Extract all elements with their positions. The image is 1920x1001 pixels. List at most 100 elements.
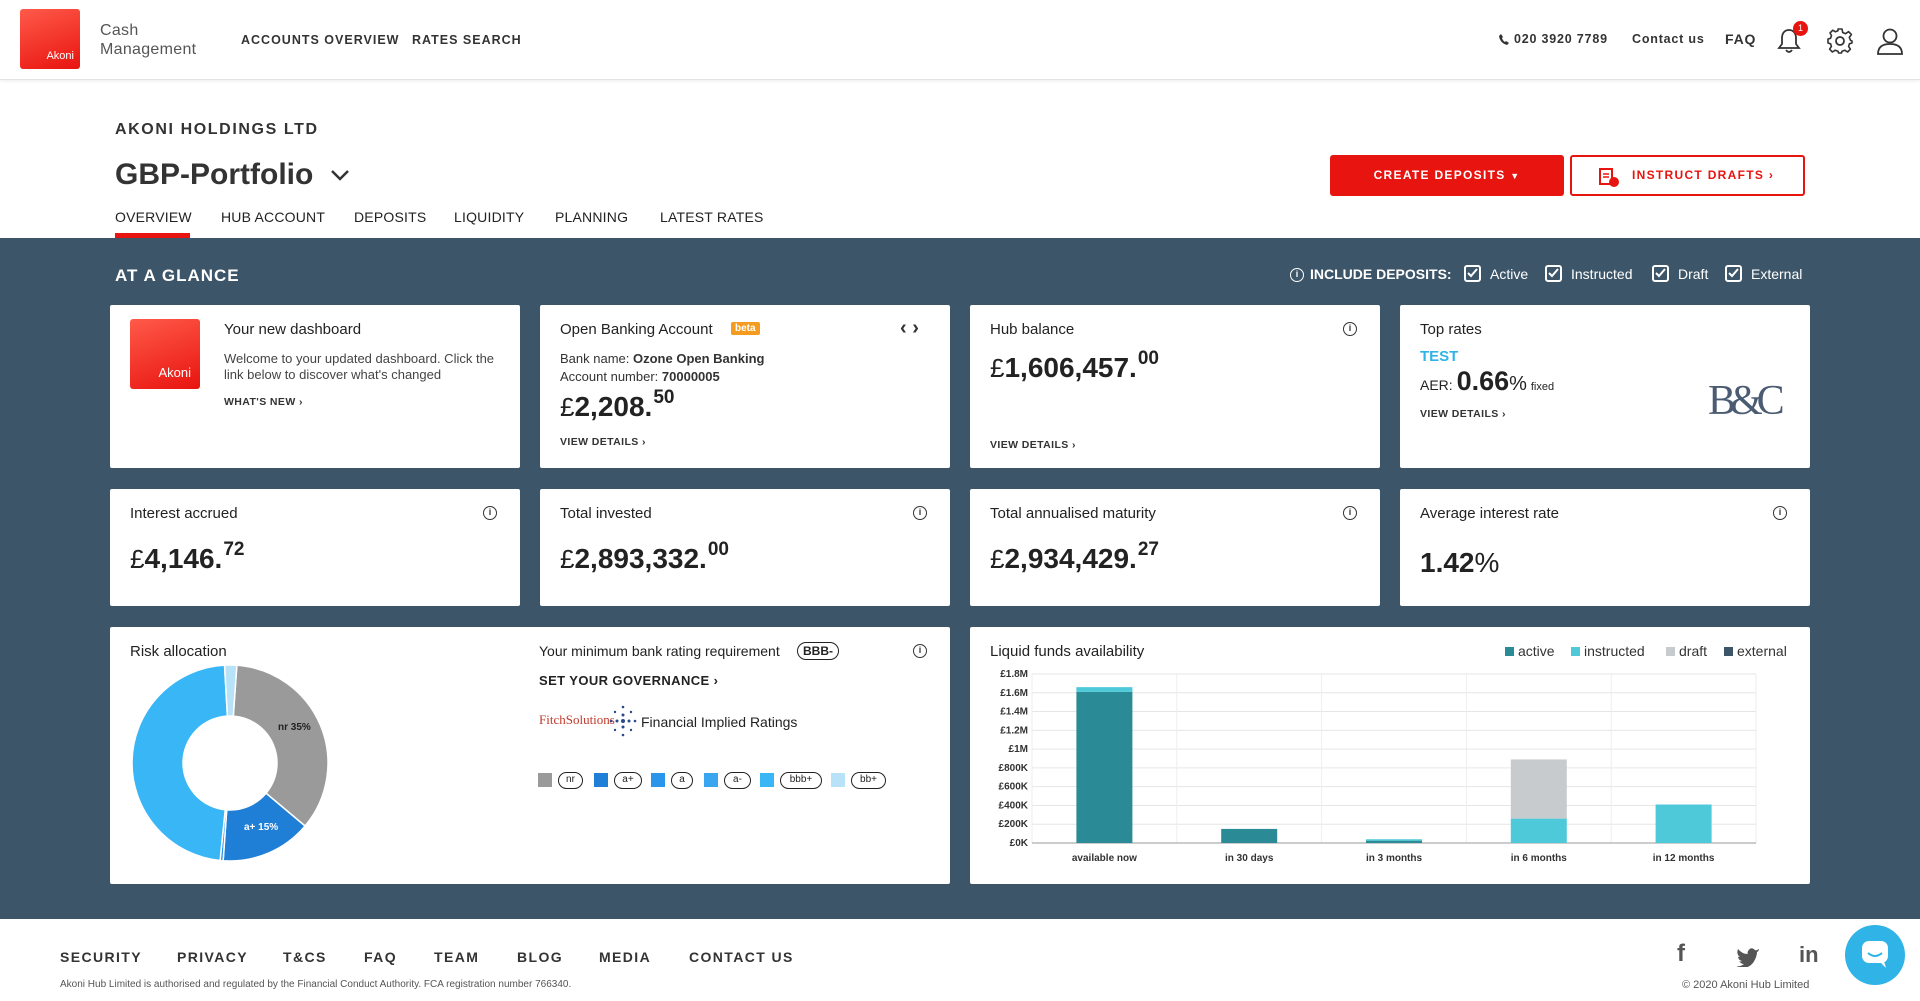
fitch-solutions-logo: FitchSolutions: [539, 712, 615, 727]
akoni-logo[interactable]: Akoni: [20, 9, 80, 69]
card-title: Open Banking Account: [560, 321, 713, 338]
maturity-amount: £2,934,429.27: [990, 539, 1159, 574]
legend-instructed: instructed: [1584, 643, 1645, 659]
drafts-count-badge: 4: [1611, 160, 1617, 169]
y-tick-label: £200K: [999, 819, 1029, 830]
chat-button[interactable]: [1845, 925, 1905, 985]
bank-logo: B&C: [1708, 378, 1785, 424]
footer-faq[interactable]: FAQ: [364, 949, 397, 965]
contact-us-link[interactable]: Contact us: [1632, 32, 1705, 46]
instruct-drafts-label: INSTRUCT DRAFTS: [1632, 168, 1765, 182]
tab-deposits[interactable]: DEPOSITS: [354, 209, 427, 225]
pie-slice-bbb-plus: [131, 664, 229, 862]
card-risk-allocation: Risk allocation nr 35% a+ 15% Your minim…: [110, 627, 950, 884]
pie-label-a-plus: a+ 15%: [244, 822, 279, 833]
min-rating-label: Your minimum bank rating requirement: [539, 643, 780, 659]
filter-draft-label[interactable]: Draft: [1678, 266, 1709, 282]
include-deposits-label: INCLUDE DEPOSITS:: [1310, 266, 1452, 282]
whats-new-link[interactable]: WHAT'S NEW ›: [224, 396, 303, 408]
legend-label-bbb-plus: bbb+: [780, 772, 822, 789]
checkbox-external[interactable]: [1725, 265, 1742, 282]
legend-swatch-bb-plus: [831, 773, 845, 787]
footer-team[interactable]: TEAM: [434, 949, 480, 965]
info-icon[interactable]: i: [1290, 268, 1304, 282]
aer-row: AER: 0.66% fixed: [1420, 366, 1555, 396]
footer-contact-us[interactable]: CONTACT US: [689, 949, 794, 965]
info-icon[interactable]: i: [1773, 506, 1787, 520]
view-details-link[interactable]: VIEW DETAILS ›: [1420, 408, 1506, 420]
x-tick-label: in 3 months: [1366, 853, 1423, 864]
info-icon[interactable]: i: [1343, 322, 1357, 336]
view-details-link[interactable]: VIEW DETAILS ›: [560, 436, 646, 448]
card-total-invested: Total invested i £2,893,332.00: [540, 489, 950, 606]
card-title: Total annualised maturity: [990, 505, 1156, 522]
info-icon[interactable]: i: [913, 644, 927, 658]
portfolio-title[interactable]: GBP-Portfolio: [115, 158, 314, 191]
tab-latest-rates[interactable]: LATEST RATES: [660, 209, 764, 225]
info-icon[interactable]: i: [913, 506, 927, 520]
y-tick-label: £1.6M: [1000, 688, 1028, 699]
chevron-left-icon[interactable]: ‹: [900, 317, 907, 339]
user-profile-icon[interactable]: [1877, 27, 1903, 55]
legend-swatch-bbb-plus: [760, 773, 774, 787]
bar-active-2: [1366, 840, 1422, 843]
tab-planning[interactable]: PLANNING: [555, 209, 629, 225]
company-name: AKONI HOLDINGS LTD: [115, 121, 319, 138]
checkbox-active[interactable]: [1464, 265, 1481, 282]
twitter-icon[interactable]: [1736, 947, 1760, 967]
card-total-annualised-maturity: Total annualised maturity i £2,934,429.2…: [970, 489, 1380, 606]
info-icon[interactable]: i: [1343, 506, 1357, 520]
filter-active-label[interactable]: Active: [1490, 266, 1529, 282]
view-details-link[interactable]: VIEW DETAILS ›: [990, 439, 1076, 451]
card-title: Top rates: [1420, 321, 1482, 338]
top-rate-bank[interactable]: TEST: [1420, 348, 1459, 365]
footer-security[interactable]: SECURITY: [60, 949, 142, 965]
risk-donut-chart: [131, 664, 329, 862]
card-new-dashboard: Akoni Your new dashboard Welcome to your…: [110, 305, 520, 468]
bar-instructed-0: [1076, 687, 1133, 692]
nav-accounts-overview[interactable]: ACCOUNTS OVERVIEW: [241, 33, 400, 47]
carousel-arrows[interactable]: ‹ ›: [900, 317, 919, 340]
checkbox-instructed[interactable]: [1545, 265, 1562, 282]
bar-instructed-3: [1510, 818, 1567, 843]
set-governance-link[interactable]: SET YOUR GOVERNANCE ›: [539, 673, 719, 688]
checkbox-draft[interactable]: [1652, 265, 1669, 282]
footer-tcs[interactable]: T&CS: [283, 949, 327, 965]
tab-liquidity[interactable]: LIQUIDITY: [454, 209, 525, 225]
tab-overview[interactable]: OVERVIEW: [115, 209, 192, 225]
app-title: Cash Management: [100, 21, 196, 59]
tab-hub-account[interactable]: HUB ACCOUNT: [221, 209, 326, 225]
info-icon[interactable]: i: [483, 506, 497, 520]
footer-privacy[interactable]: PRIVACY: [177, 949, 248, 965]
create-deposits-button[interactable]: CREATE DEPOSITS ▼: [1330, 155, 1564, 196]
card-title: Your new dashboard: [224, 321, 362, 338]
legend-label-a-plus: a+: [614, 772, 642, 789]
filter-instructed-label[interactable]: Instructed: [1571, 266, 1633, 282]
chevron-right-icon[interactable]: ›: [912, 317, 919, 339]
footer-blog[interactable]: BLOG: [517, 949, 564, 965]
pie-slice-nr: [232, 664, 329, 828]
footer-media[interactable]: MEDIA: [599, 949, 652, 965]
instruct-drafts-button[interactable]: 4 INSTRUCT DRAFTS ›: [1570, 155, 1805, 196]
facebook-icon[interactable]: f: [1677, 940, 1685, 967]
interest-accrued-amount: £4,146.72: [130, 539, 245, 574]
faq-link[interactable]: FAQ: [1725, 31, 1757, 47]
card-title: Risk allocation: [130, 643, 227, 660]
linkedin-icon[interactable]: in: [1799, 942, 1819, 967]
filter-external-label[interactable]: External: [1751, 266, 1803, 282]
legend-label-nr: nr: [558, 772, 583, 789]
phone-number[interactable]: 020 3920 7789: [1514, 32, 1608, 46]
legend-external: external: [1737, 643, 1787, 659]
bar-active-1: [1221, 828, 1278, 843]
portfolio-chevron-down-icon[interactable]: [330, 169, 350, 181]
settings-gear-icon[interactable]: [1827, 28, 1853, 54]
fitch-dots-icon: [609, 705, 637, 737]
y-tick-label: £0K: [1010, 838, 1029, 849]
nav-rates-search[interactable]: RATES SEARCH: [412, 33, 522, 47]
fitch-caption: Financial Implied Ratings: [641, 714, 798, 730]
chevron-right-icon: ›: [1768, 168, 1775, 182]
liquid-funds-bar-chart: £0K £200K £400K £600K £800K £1M £1.2M £1.4M £1.6…: [999, 669, 1757, 864]
bank-name-row: Bank name: Ozone Open Banking: [560, 351, 765, 366]
hub-balance-amount: £1,606,457.00: [990, 348, 1159, 383]
x-tick-label: in 30 days: [1225, 853, 1274, 864]
